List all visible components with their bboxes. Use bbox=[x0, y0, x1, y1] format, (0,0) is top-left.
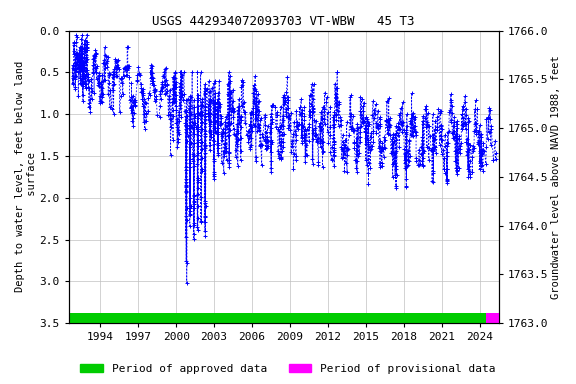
Y-axis label: Groundwater level above NAVD 1988, feet: Groundwater level above NAVD 1988, feet bbox=[551, 55, 561, 299]
Y-axis label: Depth to water level, feet below land
 surface: Depth to water level, feet below land su… bbox=[15, 61, 37, 293]
Legend: Period of approved data, Period of provisional data: Period of approved data, Period of provi… bbox=[76, 359, 500, 379]
Title: USGS 442934072093703 VT-WBW   45 T3: USGS 442934072093703 VT-WBW 45 T3 bbox=[153, 15, 415, 28]
